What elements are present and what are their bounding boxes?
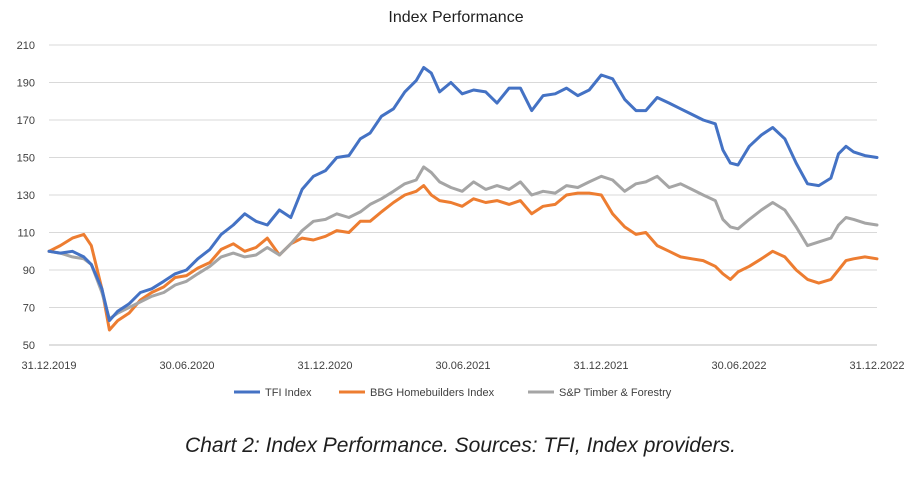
series-line-0 [47,66,879,323]
y-tick-label: 130 [17,190,35,202]
legend-label: BBG Homebuilders Index [370,387,495,399]
x-tick-label: 30.06.2020 [159,360,214,372]
chart-caption: Chart 2: Index Performance. Sources: TFI… [185,434,736,457]
chart-title: Index Performance [388,9,523,26]
x-tick-label: 30.06.2021 [435,360,490,372]
x-tick-label: 31.12.2020 [297,360,352,372]
y-tick-label: 170 [17,115,35,127]
series-line-1 [47,184,879,332]
x-tick-label: 31.12.2022 [849,360,904,372]
x-tick-label: 31.12.2019 [21,360,76,372]
y-tick-label: 110 [17,228,35,240]
y-tick-label: 210 [17,40,35,52]
index-performance-chart: Index Performance 50 70 90 110 130 150 170 190 2… [17,9,905,399]
y-tick-label: 70 [23,303,35,315]
y-axis-ticks: 50 70 90 110 130 150 170 190 210 [17,40,35,352]
y-tick-label: 50 [23,340,35,352]
x-tick-label: 31.12.2021 [573,360,628,372]
x-axis-ticks: 31.12.2019 30.06.2020 31.12.2020 30.06.2021… [21,360,904,372]
legend-label: TFI Index [265,387,312,399]
y-tick-label: 90 [23,265,35,277]
y-tick-label: 190 [17,78,35,90]
x-tick-label: 30.06.2022 [711,360,766,372]
legend-label: S&P Timber & Forestry [559,387,672,399]
series-line-2 [47,165,879,321]
gridlines [49,44,877,346]
y-tick-label: 150 [17,153,35,165]
series-lines [47,66,879,332]
legend: TFI Index BBG Homebuilders Index S&P Timbe… [234,387,672,399]
